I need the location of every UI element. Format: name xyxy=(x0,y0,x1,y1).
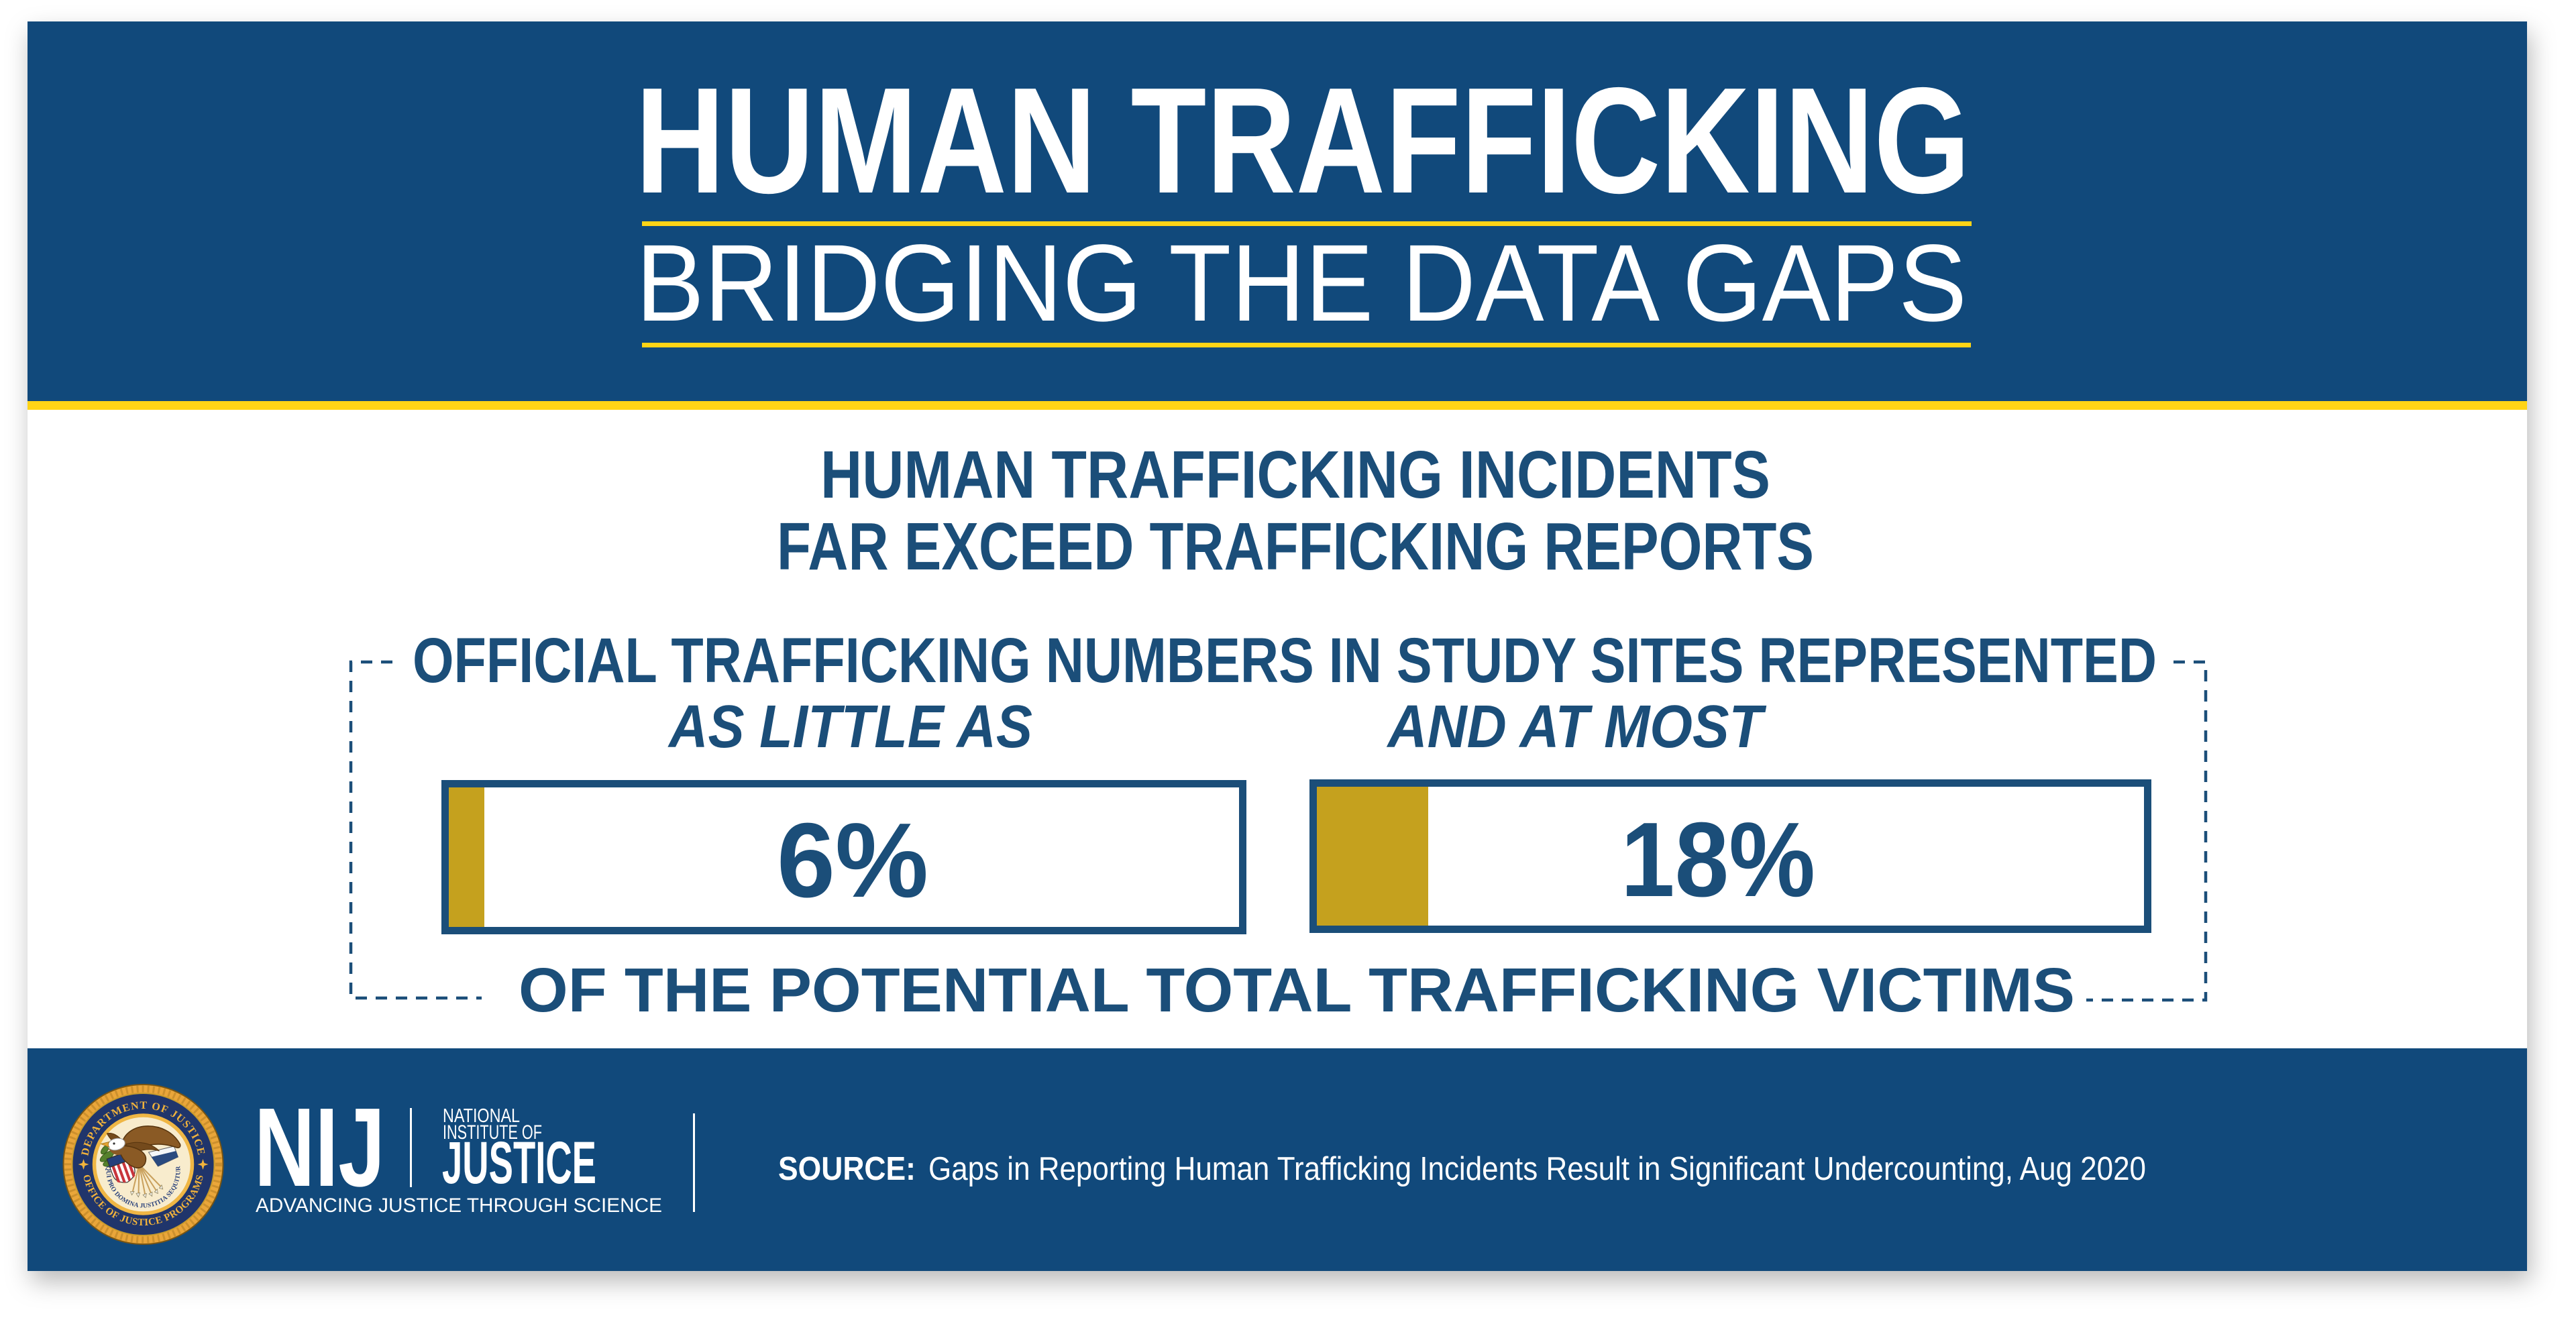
svg-text:AND AT MOST: AND AT MOST xyxy=(1387,694,1767,761)
svg-text:AS LITTLE AS: AS LITTLE AS xyxy=(667,694,1032,761)
svg-text:HUMAN TRAFFICKING INCIDENTS: HUMAN TRAFFICKING INCIDENTS xyxy=(820,437,1770,512)
svg-text:JUSTICE: JUSTICE xyxy=(442,1129,596,1196)
svg-text:HUMAN TRAFFICKING: HUMAN TRAFFICKING xyxy=(635,56,1970,225)
svg-text:OFFICIAL TRAFFICKING NUMBERS I: OFFICIAL TRAFFICKING NUMBERS IN STUDY SI… xyxy=(413,625,2157,696)
svg-text:OF THE POTENTIAL TOTAL TRAFFIC: OF THE POTENTIAL TOTAL TRAFFICKING VICTI… xyxy=(519,955,2075,1025)
svg-text:Gaps in Reporting Human Traffi: Gaps in Reporting Human Trafficking Inci… xyxy=(928,1151,2146,1187)
svg-text:NATIONAL: NATIONAL xyxy=(443,1105,520,1127)
svg-text:SOURCE:: SOURCE: xyxy=(778,1151,916,1187)
svg-text:18%: 18% xyxy=(1621,801,1815,919)
svg-text:NIJ: NIJ xyxy=(254,1085,385,1210)
svg-text:6%: 6% xyxy=(777,802,928,920)
svg-text:BRIDGING THE DATA GAPS: BRIDGING THE DATA GAPS xyxy=(636,221,1967,344)
svg-text:FAR EXCEED TRAFFICKING REPORTS: FAR EXCEED TRAFFICKING REPORTS xyxy=(777,509,1814,584)
svg-text:INSTITUTE OF: INSTITUTE OF xyxy=(443,1121,542,1144)
svg-text:ADVANCING JUSTICE THROUGH SCIE: ADVANCING JUSTICE THROUGH SCIENCE xyxy=(256,1195,662,1217)
